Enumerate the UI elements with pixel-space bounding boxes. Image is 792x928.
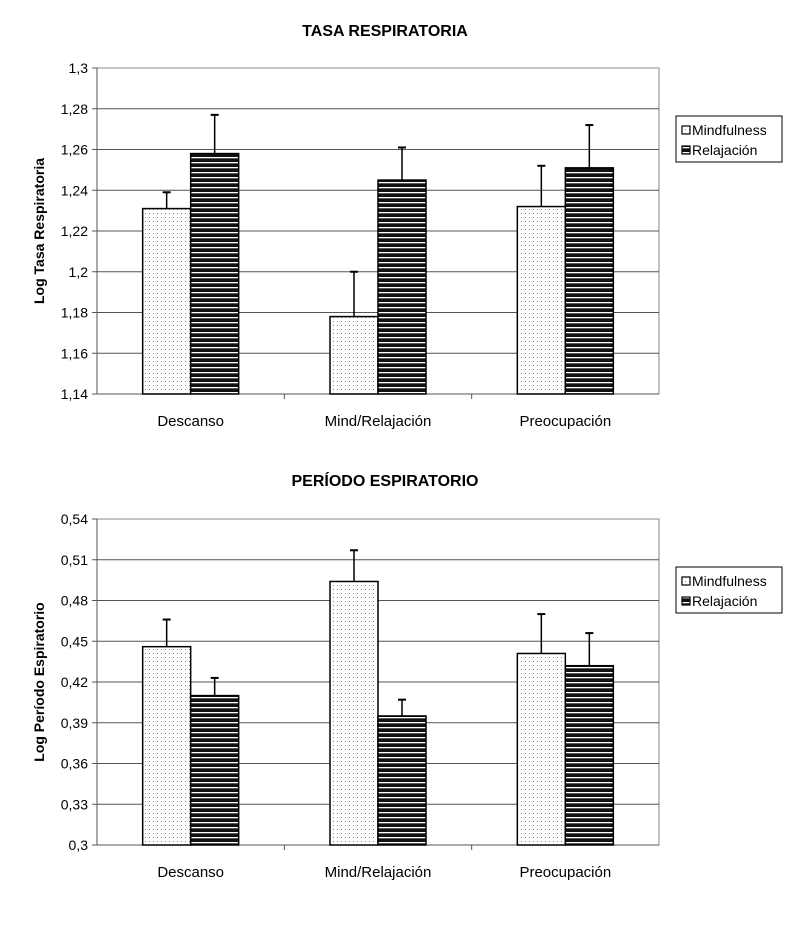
y-axis-label: Log Período Espiratorio: [31, 602, 47, 761]
chart-title: PERÍODO ESPIRATORIO: [292, 471, 479, 490]
x-tick-label: Mind/Relajación: [325, 413, 432, 430]
y-tick-label: 0,54: [61, 511, 88, 527]
bar-relajación: [377, 179, 427, 395]
legend-box: [675, 115, 783, 163]
legend-label: Relajación: [692, 142, 757, 158]
legend-label: Relajación: [692, 593, 757, 609]
y-tick-label: 0,39: [61, 715, 88, 731]
bar-mindfulness: [329, 315, 379, 395]
y-tick-label: 0,3: [69, 837, 89, 853]
x-tick-label: Descanso: [157, 413, 224, 430]
bar-relajación: [564, 167, 615, 395]
chart-1: TASA RESPIRATORIA 1,14 1,16 1,18 1,2 1,22 1,24…: [31, 23, 783, 430]
y-tick-label: 0,48: [61, 593, 88, 609]
legend-swatch: [681, 125, 691, 135]
bar-relajación: [189, 694, 240, 846]
bar-relajación: [189, 152, 240, 395]
y-tick-label: 1,16: [61, 345, 88, 361]
y-tick-label: 0,51: [61, 552, 88, 568]
y-axis-label: Log Tasa Respiratoria: [31, 158, 47, 304]
y-tick-label: 0,33: [61, 796, 88, 812]
y-tick-label: 0,42: [61, 674, 88, 690]
bar-mindfulness: [141, 207, 192, 395]
bar-mindfulness: [329, 580, 379, 846]
bar-relajación: [377, 715, 427, 846]
legend-swatch: [681, 596, 691, 606]
bar-mindfulness: [141, 645, 192, 846]
y-tick-label: 1,14: [61, 386, 88, 402]
y-tick-label: 1,18: [61, 305, 88, 321]
x-tick-label: Preocupación: [519, 413, 611, 430]
bar-mindfulness: [516, 652, 567, 846]
bar-relajación: [564, 664, 615, 846]
y-tick-label: 0,45: [61, 633, 88, 649]
chart-title: TASA RESPIRATORIA: [302, 23, 468, 40]
y-tick-label: 1,24: [61, 182, 88, 198]
legend: Mindfulness Relajación: [675, 566, 783, 614]
legend-label: Mindfulness: [692, 122, 767, 138]
bar-mindfulness: [516, 205, 567, 395]
chart-2: PERÍODO ESPIRATORIO 0,3 0,33 0,36 0,39 0,42 0,…: [31, 471, 783, 881]
legend-box: [675, 566, 783, 614]
y-tick-label: 1,26: [61, 142, 88, 158]
x-tick-label: Mind/Relajación: [325, 864, 432, 881]
legend: Mindfulness Relajación: [675, 115, 783, 163]
y-tick-label: 0,36: [61, 756, 88, 772]
x-tick-label: Preocupación: [519, 864, 611, 881]
legend-swatch: [681, 145, 691, 155]
legend-label: Mindfulness: [692, 573, 767, 589]
y-tick-label: 1,28: [61, 101, 88, 117]
y-tick-label: 1,3: [69, 60, 89, 76]
legend-swatch: [681, 576, 691, 586]
y-tick-label: 1,2: [69, 264, 89, 280]
x-tick-label: Descanso: [157, 864, 224, 881]
y-tick-label: 1,22: [61, 223, 88, 239]
